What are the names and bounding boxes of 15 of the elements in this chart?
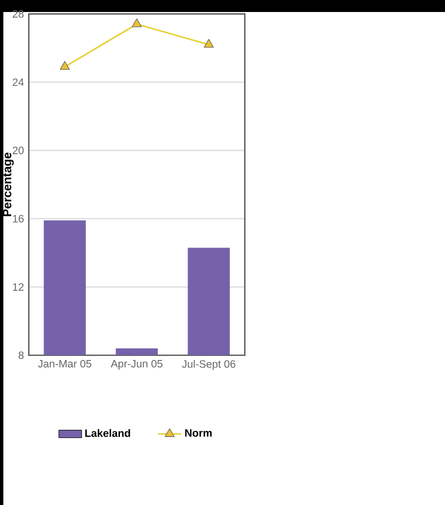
legend-label: Norm — [185, 429, 212, 437]
legend-label: Lakeland — [85, 429, 130, 437]
y-tick-label: 12 — [13, 283, 24, 291]
y-axis-title: Percentage — [2, 152, 14, 216]
y-tick-label: 16 — [13, 214, 24, 222]
point — [132, 18, 142, 28]
x-tick-label: Apr-Jun 05 — [110, 360, 162, 370]
y-tick-label: 24 — [12, 78, 24, 86]
y-tick-label: 20 — [12, 146, 24, 154]
x-tick-label: Jan-Mar 05 — [38, 360, 92, 368]
y-tick-label: 8 — [18, 351, 24, 360]
x-tick-label: Jul-Sept 06 — [182, 360, 236, 370]
point — [60, 61, 70, 70]
y-tick-label: 28 — [12, 10, 24, 18]
point — [204, 38, 214, 48]
